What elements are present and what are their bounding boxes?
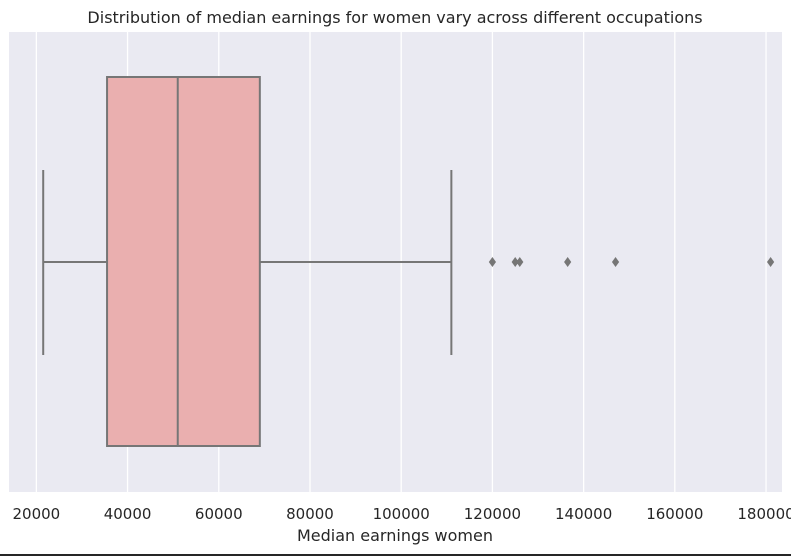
x-tick-label: 20000 xyxy=(13,505,61,523)
x-tick-label: 60000 xyxy=(195,505,243,523)
x-tick-label: 40000 xyxy=(104,505,152,523)
outlier-point xyxy=(488,257,497,267)
x-tick-label: 160000 xyxy=(646,505,703,523)
boxplot xyxy=(42,76,453,447)
x-tick-label: 120000 xyxy=(464,505,521,523)
outlier-point xyxy=(611,257,620,267)
x-tick-label: 140000 xyxy=(555,505,612,523)
chart-title: Distribution of median earnings for wome… xyxy=(87,8,702,27)
outlier-point xyxy=(564,257,572,267)
outlier-point xyxy=(766,257,775,267)
outlier-point xyxy=(516,257,524,267)
outliers xyxy=(488,257,775,267)
x-axis-ticks: 20000 40000 60000 80000 100000 120000 140000 16… xyxy=(13,505,791,523)
x-tick-label: 180000 xyxy=(737,505,791,523)
x-tick-label: 80000 xyxy=(286,505,334,523)
x-axis-label: Median earnings women xyxy=(297,526,493,545)
outlier-point xyxy=(511,257,519,267)
x-tick-label: 100000 xyxy=(373,505,430,523)
bottom-divider xyxy=(0,554,791,556)
interquartile-box xyxy=(106,76,261,447)
